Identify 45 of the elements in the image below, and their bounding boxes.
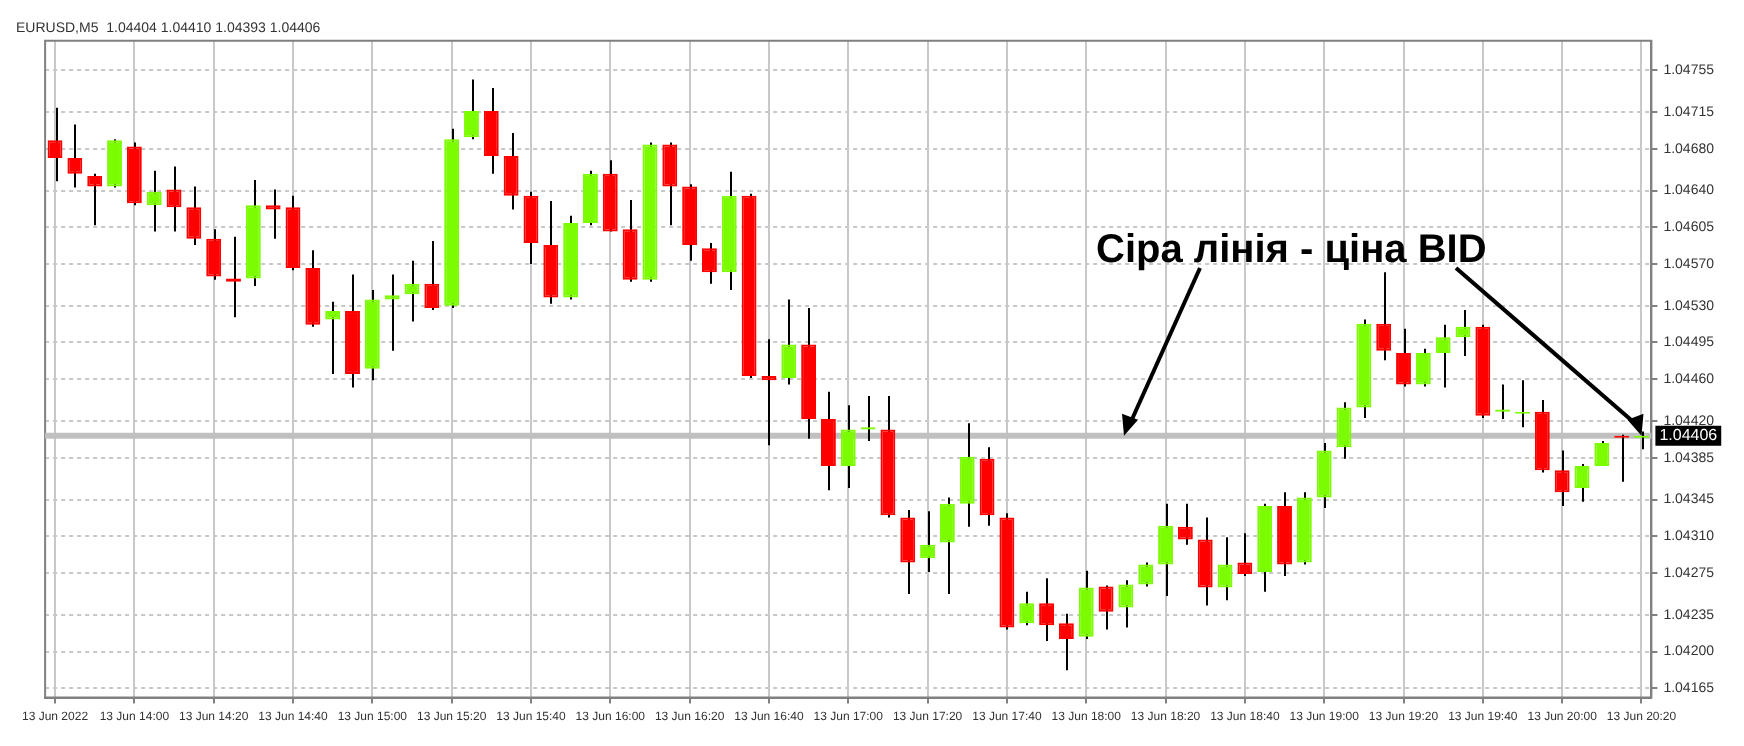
candlestick (583, 169, 598, 227)
candlestick (820, 390, 836, 492)
candlestick (87, 172, 103, 227)
annotation: Сіра лінія - ціна BID (1096, 228, 1487, 274)
candlestick (781, 298, 797, 386)
candlestick (920, 510, 936, 573)
candlestick (464, 78, 479, 141)
candlestick (1415, 347, 1431, 388)
candlestick (1177, 502, 1193, 546)
candlestick (384, 273, 400, 352)
candlestick (1554, 449, 1570, 507)
candlestick (1336, 401, 1352, 460)
candlestick (959, 422, 975, 528)
candlestick (1396, 327, 1411, 388)
candlestick (325, 300, 341, 375)
candlestick (1316, 442, 1332, 509)
candlestick (1197, 516, 1213, 607)
candlestick (424, 239, 440, 312)
candlestick (1078, 569, 1094, 640)
candlestick (503, 131, 519, 211)
candlestick (483, 86, 499, 175)
candlestick (900, 509, 916, 595)
candlestick (107, 138, 122, 189)
candlestick (523, 190, 539, 265)
candlestick (662, 141, 678, 227)
candlestick (840, 404, 856, 490)
candlestick (186, 185, 202, 247)
candlestick (1376, 271, 1392, 362)
candlestick (1039, 577, 1054, 643)
candlestick (1435, 323, 1451, 389)
candlestick (146, 169, 162, 233)
candlestick (67, 123, 83, 189)
candlestick (1098, 584, 1114, 631)
candlestick (1118, 579, 1134, 629)
candlestick (1158, 502, 1173, 597)
ref-line-label: 1.04406 (1659, 426, 1719, 445)
candlestick (1237, 532, 1253, 578)
candlestick (206, 228, 222, 281)
candlestick (1138, 561, 1154, 588)
candlestick (939, 496, 955, 595)
candlestick (622, 199, 638, 283)
candlestick (1217, 536, 1233, 602)
candlestick (47, 106, 63, 183)
candlestick (1058, 612, 1074, 672)
candlestick (1019, 590, 1035, 627)
